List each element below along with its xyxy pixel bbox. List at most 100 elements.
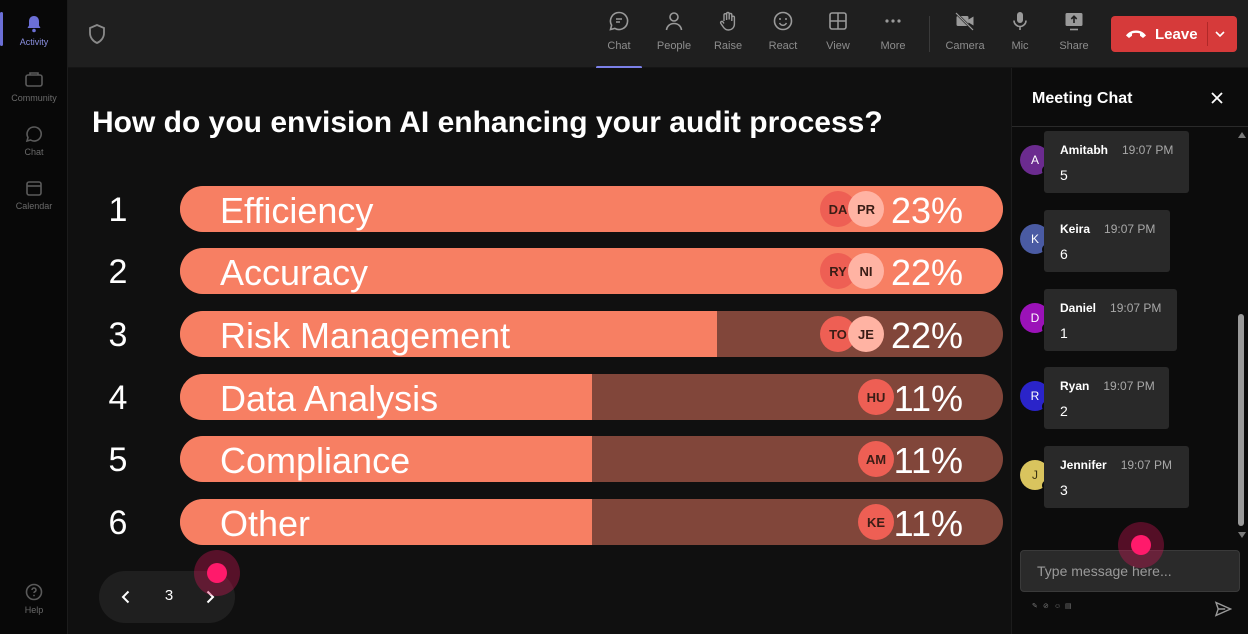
poll-stage: How do you envision AI enhancing your au… [68,68,1011,634]
rail-item-label: Chat [24,147,44,157]
chevron-left-icon[interactable] [117,588,135,606]
chevron-down-icon[interactable] [1213,27,1227,41]
shield-icon[interactable] [88,24,106,44]
option-bar-fill [180,499,592,545]
rail-item-chat[interactable]: Chat [0,116,68,168]
send-icon[interactable] [1214,600,1232,618]
chat-message: A Amitabh 19:07 PM 5 [1020,131,1190,193]
format-toolbar: ✎ ⊘ ☺ ▤ [1032,603,1072,610]
poll-question: How do you envision AI enhancing your au… [92,106,883,139]
grid-view-icon [829,12,847,30]
sender-name: Jennifer [1060,458,1107,472]
toolbar-chat-button[interactable]: Chat [596,10,642,69]
voter-avatar: JE [848,316,884,352]
rail-item-label: Calendar [15,201,53,211]
meeting-toolbar: Chat People Raise React View More Camera… [68,0,1248,69]
option-label: Accuracy [220,252,369,293]
calendar-icon [26,181,42,196]
chat-message: D Daniel 19:07 PM 1 [1020,289,1190,351]
message-text: 6 [1060,246,1068,262]
message-text: 3 [1060,482,1068,498]
click-indicator [1118,522,1164,568]
option-percent: 11% [893,378,963,419]
sender-name: Keira [1060,222,1091,236]
leave-divider [1207,22,1208,46]
message-bubble: Keira 19:07 PM 6 [1044,210,1170,272]
rail-item-community[interactable]: Community [0,62,68,114]
chat-message-input[interactable] [1020,550,1240,592]
rail-item-help[interactable]: Help [0,574,68,626]
scroll-down-arrow-icon[interactable] [1238,532,1246,538]
format-icon[interactable]: ✎ [1032,603,1038,610]
option-bar: Other KE 11% [180,499,1003,545]
option-bar: Accuracy RY NI 22% [180,248,1003,294]
chevron-right-icon[interactable] [201,588,219,606]
toolbar-raise-button[interactable]: Raise [705,10,751,62]
chat-message: K Keira 19:07 PM 6 [1020,210,1190,272]
chat-title: Meeting Chat [1032,90,1133,107]
toolbar-label: People [656,40,692,52]
option-bar-fill [180,436,592,482]
option-number: 2 [108,253,128,291]
toolbar-react-button[interactable]: React [760,10,806,62]
community-icon [25,72,43,87]
voter-avatar: AM [858,441,894,477]
option-label: Compliance [220,440,411,481]
share-screen-icon [1065,13,1083,31]
chat-scrollbar[interactable] [1235,130,1247,542]
leave-button[interactable]: Leave [1111,16,1237,52]
message-bubble: Jennifer 19:07 PM 3 [1044,446,1189,508]
toolbar-divider [929,16,930,52]
toolbar-more-button[interactable]: More [870,10,916,62]
rail-item-label: Help [24,605,44,615]
microphone-icon [1013,12,1027,30]
sender-name: Amitabh [1060,143,1108,157]
emoji-icon[interactable]: ☺ [1054,603,1062,610]
toolbar-label: Raise [713,40,743,52]
option-bar: Compliance AM 11% [180,436,1003,482]
option-bar-fill [180,311,718,357]
sender-name: Ryan [1060,379,1090,393]
attach-icon[interactable]: ⊘ [1043,603,1049,610]
poll-option-row: 5 Compliance AM 11% [98,436,1003,484]
voter-avatar: PR [848,191,884,227]
toolbar-label: Chat [607,40,631,52]
rail-item-label: Activity [19,37,49,47]
toolbar-label: Mic [1011,40,1029,52]
scroll-up-arrow-icon[interactable] [1238,132,1246,138]
toolbar-share-button[interactable]: Share [1051,10,1097,62]
person-icon [665,12,683,31]
poll-option-row: 2 Accuracy RY NI 22% [98,248,1003,296]
toolbar-label: Camera [945,40,985,52]
close-icon[interactable] [1209,90,1225,106]
scrollbar-thumb[interactable] [1238,314,1244,526]
rail-item-activity[interactable]: Activity [0,6,68,58]
message-time: 19:07 PM [1120,458,1173,472]
rail-item-label: Community [11,93,57,103]
toolbar-people-button[interactable]: People [651,10,697,62]
message-text: 2 [1060,403,1068,419]
voter-avatar: KE [858,504,894,540]
toolbar-camera-button[interactable]: Camera [942,10,988,62]
rail-item-calendar[interactable]: Calendar [0,170,68,222]
toolbar-view-button[interactable]: View [815,10,861,62]
help-icon [25,583,43,601]
chat-message: R Ryan 19:07 PM 2 [1020,367,1190,429]
toolbar-mic-button[interactable]: Mic [997,10,1043,62]
more-dots-icon [885,19,901,23]
toolbar-label: React [768,40,798,52]
poll-option-row: 3 Risk Management TO JE 22% [98,311,1003,359]
left-rail: Activity Community Chat Calendar Help [0,0,68,634]
meeting-chat-panel: Meeting Chat A Amitabh 19:07 PM 5 K Keira… [1011,68,1248,634]
option-number: 3 [108,316,128,354]
option-percent: 23% [890,190,963,231]
toolbar-label: More [880,40,906,52]
option-number: 1 [108,191,128,229]
message-text: 1 [1060,325,1068,341]
message-bubble: Ryan 19:07 PM 2 [1044,367,1169,429]
option-percent: 11% [893,503,963,544]
chat-message: J Jennifer 19:07 PM 3 [1020,446,1190,508]
gif-icon[interactable]: ▤ [1065,603,1072,610]
voter-avatar: HU [858,379,894,415]
message-time: 19:07 PM [1104,222,1156,236]
